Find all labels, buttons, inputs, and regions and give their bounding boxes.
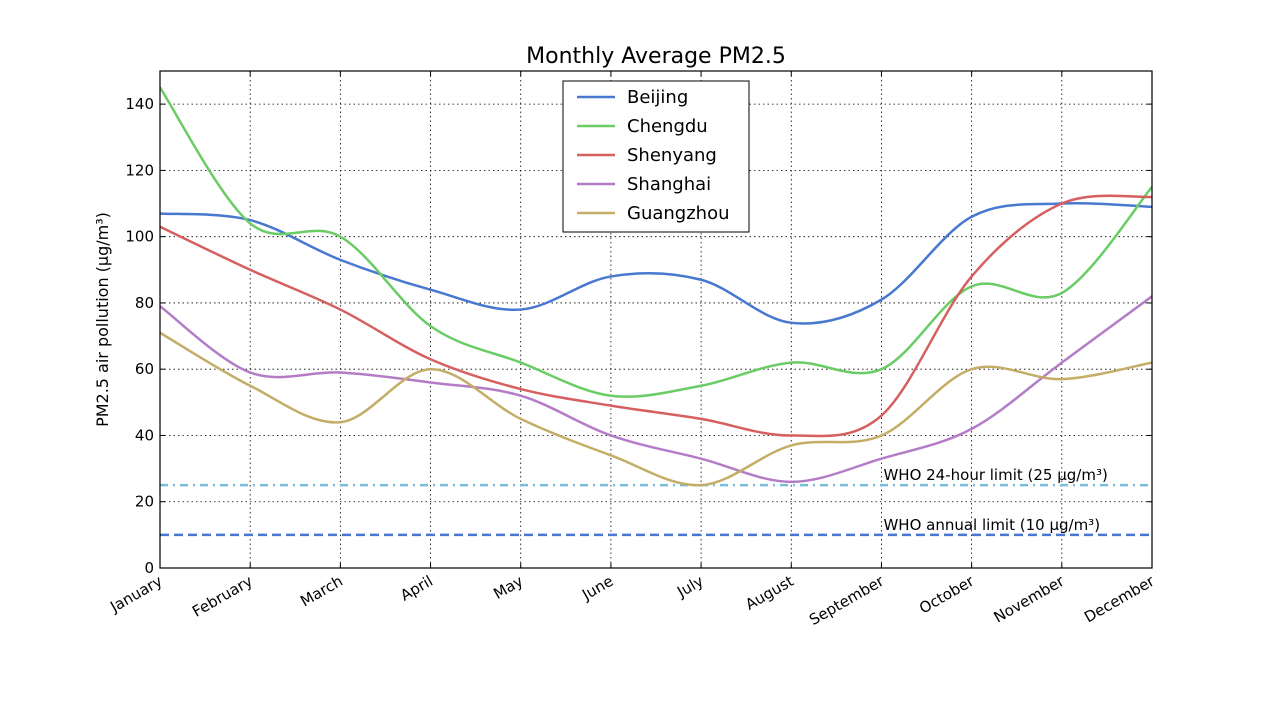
series-line-chengdu [160, 86, 1152, 398]
legend-label-shanghai: Shanghai [627, 174, 711, 195]
x-tick-label: January [106, 572, 165, 617]
reference-line-label: WHO annual limit (10 µg/m³) [883, 516, 1100, 534]
y-tick-label: 140 [125, 95, 154, 113]
legend-frame [562, 80, 750, 233]
y-tick-label: 80 [135, 294, 154, 312]
x-tick-label: July [673, 572, 706, 602]
plot-frame [159, 70, 1153, 569]
reference-line-label: WHO 24-hour limit (25 µg/m³) [883, 466, 1107, 484]
x-tick-label: November [991, 571, 1068, 626]
series-line-shanghai [160, 295, 1152, 484]
x-tick-label: October [916, 571, 978, 617]
x-tick-label: December [1081, 571, 1158, 626]
legend-label-guangzhou: Guangzhou [627, 203, 730, 224]
x-tick-label: June [578, 572, 616, 604]
y-tick-label: 0 [144, 559, 154, 577]
x-tick-label: May [490, 572, 526, 603]
series-line-guangzhou [160, 331, 1152, 487]
chart-title: Monthly Average PM2.5 [526, 44, 786, 69]
x-tick-label: February [189, 572, 256, 621]
legend-label-beijing: Beijing [627, 87, 688, 108]
x-tick-label: August [742, 572, 797, 614]
y-tick-label: 120 [125, 161, 154, 179]
y-tick-label: 40 [135, 426, 154, 444]
y-tick-label: 20 [135, 493, 154, 511]
legend-label-chengdu: Chengdu [627, 116, 708, 137]
series-layer [160, 86, 1152, 487]
legend: Beijing Chengdu Shenyang Shanghai Guangzhou [562, 80, 750, 233]
y-tick-label: 100 [125, 228, 154, 246]
reference-lines: WHO 24-hour limit (25 µg/m³) WHO annual l… [160, 466, 1152, 537]
y-tick-label: 60 [135, 360, 154, 378]
series-line-beijing [160, 201, 1152, 325]
legend-label-shenyang: Shenyang [627, 145, 717, 166]
x-tick-label: April [397, 572, 436, 605]
x-tick-label: March [297, 572, 346, 610]
x-tick-label: September [806, 571, 888, 628]
y-axis-title: PM2.5 air pollution (µg/m³) [93, 212, 112, 427]
series-line-shenyang [160, 194, 1152, 438]
